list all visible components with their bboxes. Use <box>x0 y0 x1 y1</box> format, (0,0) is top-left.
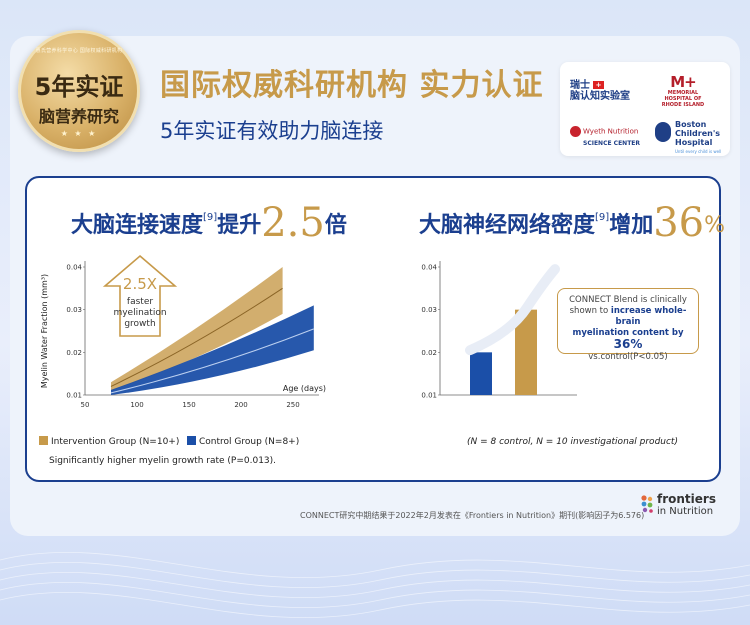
bar-y-tick-label: 0.04 <box>421 264 437 272</box>
intervention-bar <box>515 309 537 395</box>
results-panel: 大脑连接速度[9]提升2.5倍 大脑神经网络密度[9]增加36% 50 100 15… <box>25 176 725 482</box>
right-panel-title: 大脑神经网络密度[9]增加36% <box>419 200 726 246</box>
legend-swatch-blue <box>187 436 196 445</box>
y-tick-label: 0.02 <box>66 349 82 357</box>
x-tick-label: 250 <box>286 401 299 409</box>
wyeth-nutrition-logo: Wyeth Nutrition SCIENCE CENTER <box>570 126 640 149</box>
intervention-band <box>111 267 283 391</box>
control-band <box>111 305 314 395</box>
institution-logos: 瑞士 + 脑认知实验室 M+ MEMORIAL HOSPITAL OF RHODE… <box>560 62 730 156</box>
bar-y-tick-label: 0.01 <box>421 392 437 400</box>
swiss-lab-logo: 瑞士 + 脑认知实验室 <box>570 80 630 102</box>
memorial-hospital-logo: M+ MEMORIAL HOSPITAL OF RHODE ISLAND <box>661 73 705 108</box>
bar-y-tick-label: 0.02 <box>421 349 437 357</box>
badge-sub-text: 脑营养研究 <box>38 107 119 126</box>
trend-curve <box>465 264 560 356</box>
badge-ring-text: 惠氏营养科学中心 国际权威科研机构 <box>35 48 123 54</box>
speed-value: 2.5 <box>261 200 325 246</box>
legend-control: Control Group (N=8+) <box>187 436 299 447</box>
wyeth-icon <box>570 126 581 137</box>
legend-swatch-gold <box>39 436 48 445</box>
shield-icon <box>655 122 671 142</box>
y-tick-label: 0.01 <box>66 392 82 400</box>
y-tick-label: 0.03 <box>66 306 82 314</box>
frontiers-dots-icon <box>641 495 653 513</box>
publication-note: CONNECT研究中期结果于2022年2月发表在《Frontiers in Nu… <box>300 511 645 520</box>
control-mean-line <box>110 328 314 394</box>
x-tick-label: 150 <box>182 401 195 409</box>
subheadline: 5年实证有效助力脑连接 <box>160 119 384 143</box>
arrow-value: 2.5X <box>122 275 158 293</box>
intervention-mean-line <box>110 287 283 387</box>
legend-intervention: Intervention Group (N=10+) <box>39 436 179 447</box>
y-tick-label: 0.04 <box>66 264 82 272</box>
decorative-waves <box>0 551 750 619</box>
significance-note: Significantly higher myelin growth rate … <box>49 456 277 466</box>
x-axis-label: Age (days) <box>283 384 326 393</box>
left-panel-title: 大脑连接速度[9]提升2.5倍 <box>71 200 347 246</box>
sample-size-note: (N = 8 control, N = 10 investigational p… <box>467 437 678 447</box>
callout-box: CONNECT Blend is clinically shown to inc… <box>557 288 699 362</box>
up-arrow-icon <box>102 254 178 337</box>
headline: 国际权威科研机构 实力认证 <box>160 68 544 103</box>
arrow-text: faster myelination growth <box>113 297 167 329</box>
x-tick-label: 50 <box>81 401 90 409</box>
boston-childrens-logo: Boston Children's Hospital Until every c… <box>655 120 721 156</box>
badge-main-text: 5年实证 <box>34 73 124 101</box>
bar-y-tick-label: 0.03 <box>421 306 437 314</box>
control-bar <box>470 352 492 395</box>
charts-svg: 50 100 150 200 250 0.01 0.02 0.03 0.04 Age (days)… <box>40 254 577 409</box>
five-year-badge: 惠氏营养科学中心 国际权威科研机构 5年实证 脑营养研究 ★ ★ ★ <box>18 30 140 152</box>
x-tick-label: 200 <box>234 401 247 409</box>
y-axis-label: Myelin Water Fraction (mm³) <box>40 274 49 388</box>
density-value: 36 <box>653 200 705 246</box>
x-tick-label: 100 <box>130 401 143 409</box>
badge-stars: ★ ★ ★ <box>60 129 98 138</box>
swiss-flag-icon: + <box>593 81 604 89</box>
